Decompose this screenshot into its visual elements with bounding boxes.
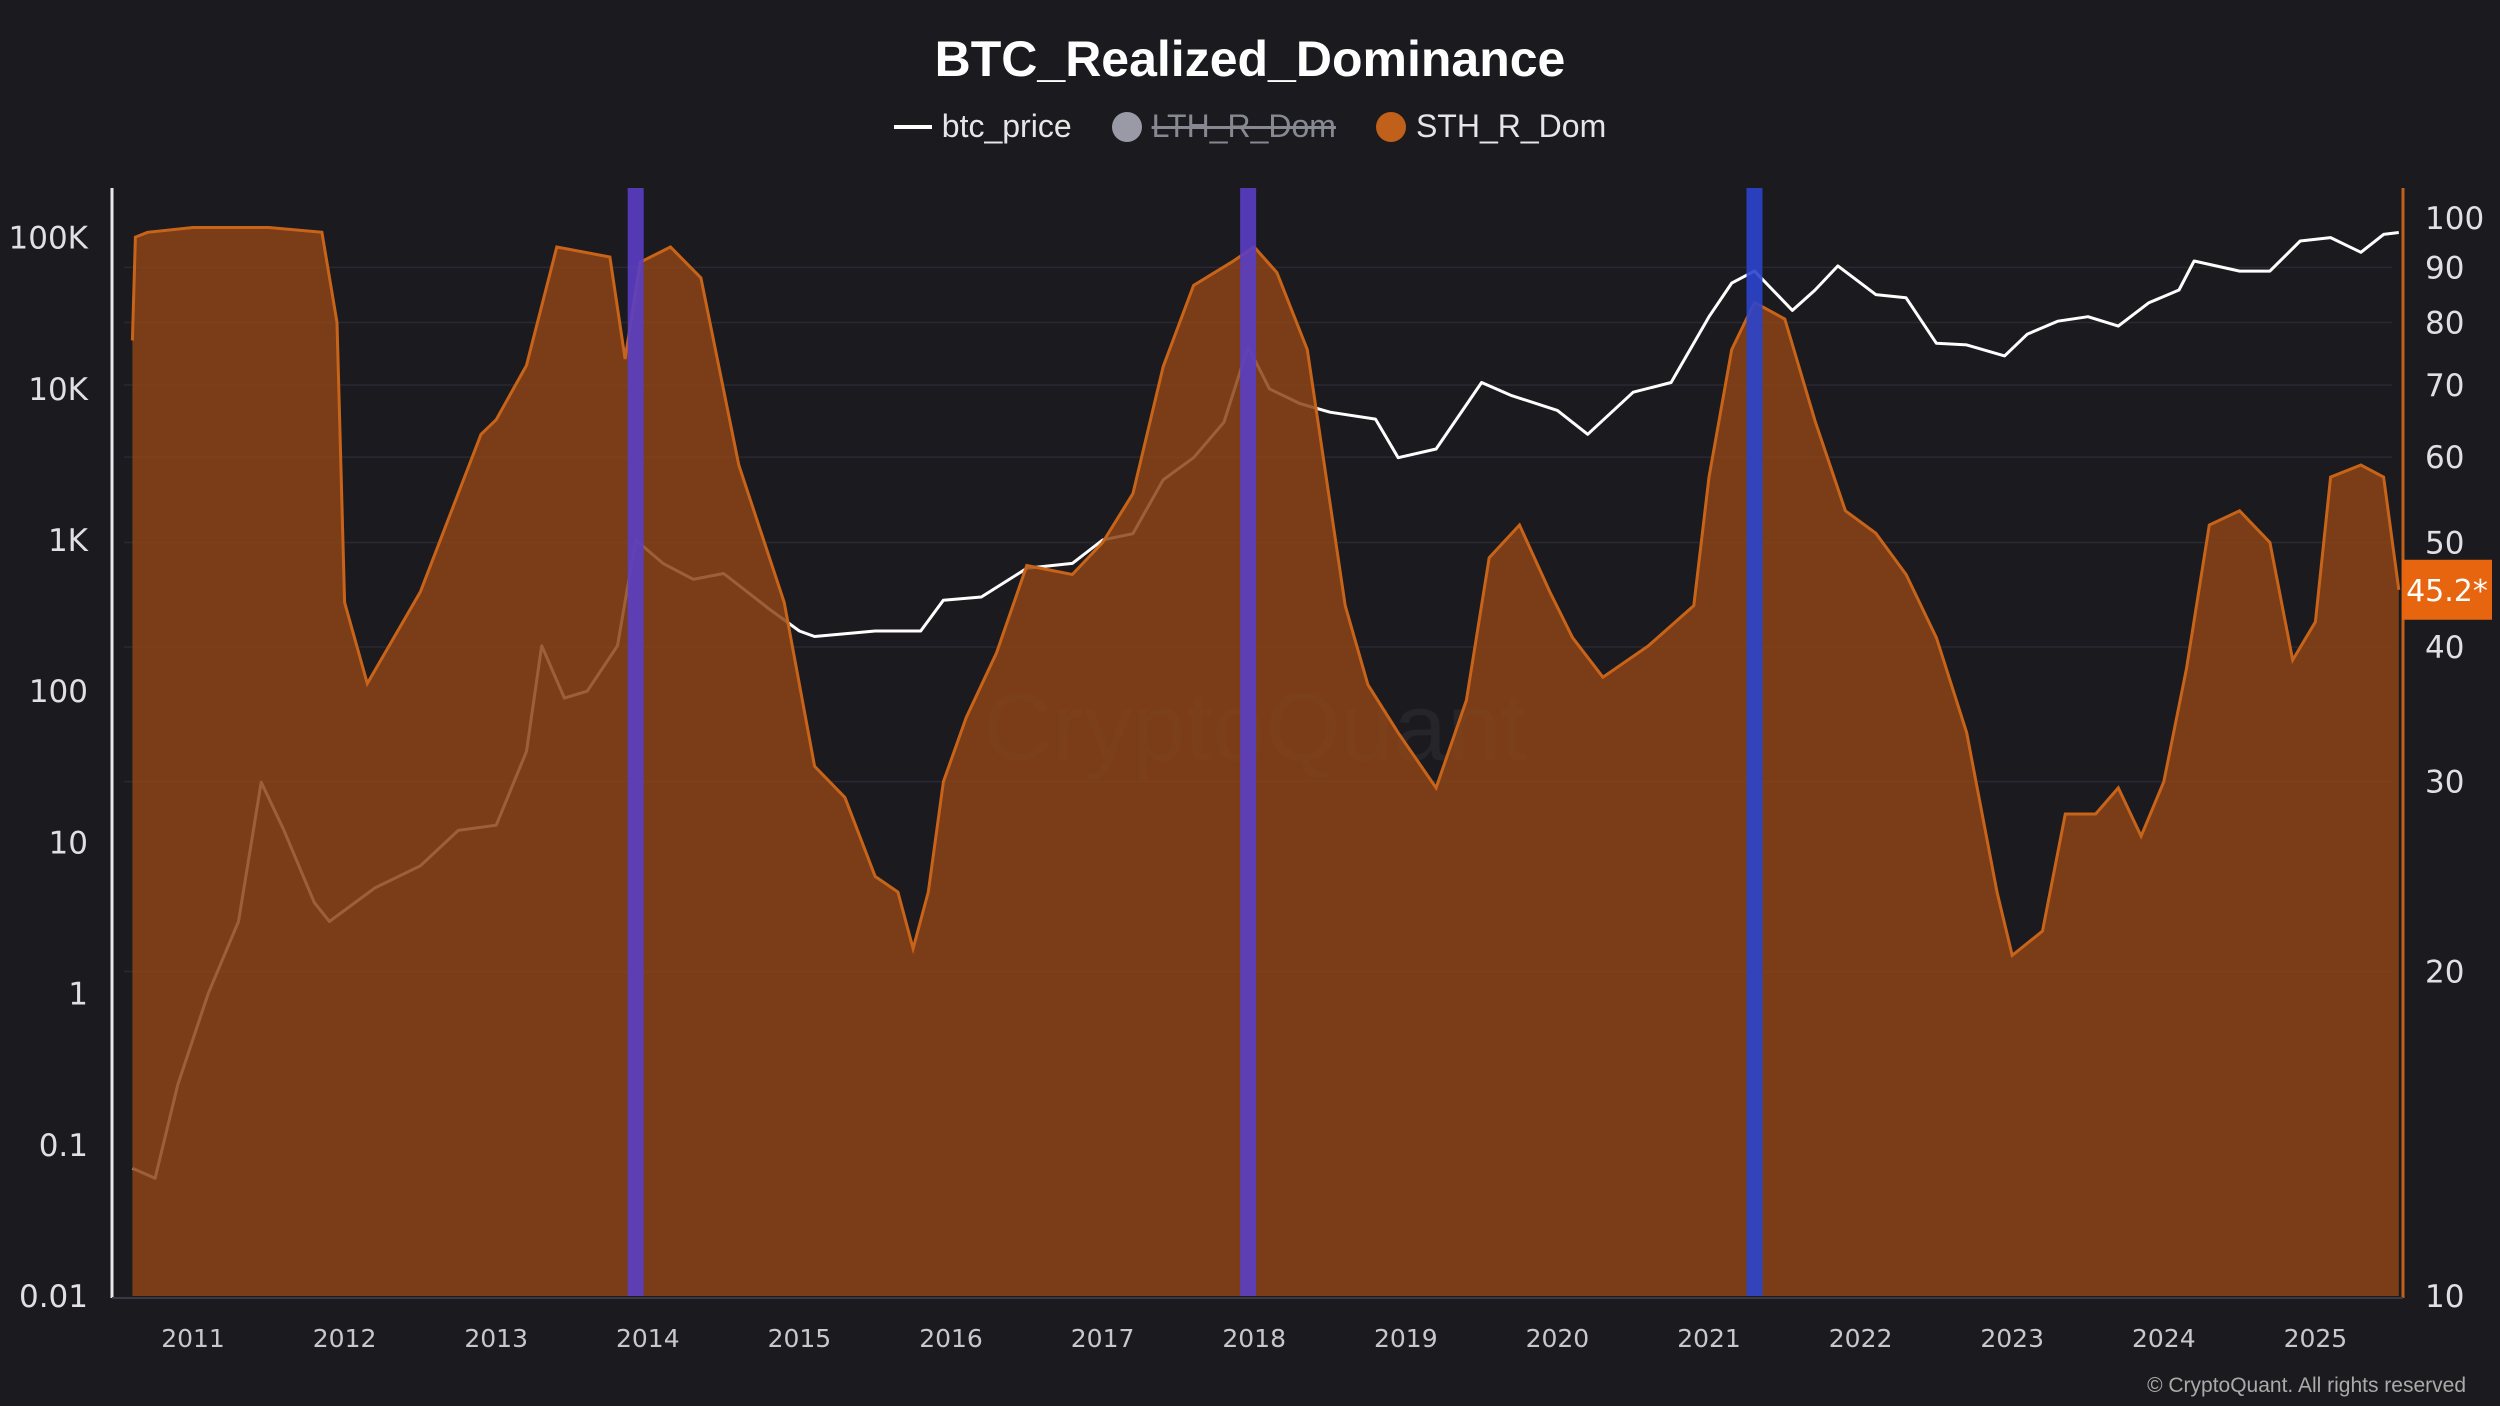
right-axis-tick-label: 70 [2425, 368, 2464, 404]
x-axis-tick-label: 2016 [919, 1324, 983, 1353]
x-axis-tick-label: 2012 [313, 1324, 377, 1353]
left-axis-tick-label: 10 [49, 825, 88, 861]
current-value-label: 45.2* [2406, 574, 2488, 609]
left-axis-tick-label: 100 [29, 674, 88, 710]
x-axis-tick-label: 2017 [1071, 1324, 1135, 1353]
legend-label: LTH_R_Dom [1151, 108, 1336, 144]
right-axis-tick-label: 60 [2425, 440, 2464, 476]
sth-r-dom-line [130, 226, 2401, 959]
legend-item-btc-price[interactable]: btc_price [893, 108, 1072, 145]
axes: 10 20 30 40 50 60 70 80 90 100 0.01 0.1 1 10 100 1K 10K 1… [9, 188, 2492, 1353]
right-axis-tick-label: 100 [2425, 201, 2484, 237]
x-axis-tick-label: 2025 [2284, 1324, 2348, 1353]
highlight-bands [627, 188, 1763, 1296]
left-axis-tick-label: 100K [9, 221, 89, 257]
x-axis-tick-label: 2014 [616, 1324, 680, 1353]
right-axis-tick-label: 40 [2425, 630, 2464, 666]
x-axis-tick-label: 2022 [1829, 1324, 1893, 1353]
x-axis-tick-label: 2011 [161, 1324, 225, 1353]
line-marker-icon [893, 124, 932, 129]
highlight-band [1240, 188, 1257, 1296]
legend-label: btc_price [941, 108, 1072, 144]
left-axis-tick-label: 1K [48, 523, 89, 559]
highlight-band [1746, 188, 1763, 1296]
right-axis-tick-label: 50 [2425, 526, 2464, 562]
x-axis-tick-label: 2019 [1374, 1324, 1438, 1353]
sth-r-dom-area [132, 227, 2399, 1296]
dot-marker-icon [1375, 111, 1406, 142]
x-axis-tick-label: 2018 [1222, 1324, 1286, 1353]
current-value-badge [2402, 559, 2492, 620]
dot-marker-icon [1111, 111, 1142, 142]
highlight-band [627, 188, 644, 1296]
chart-title: BTC_Realized_Dominance [934, 31, 1566, 87]
x-axis-tick-label: 2024 [2132, 1324, 2196, 1353]
right-axis-tick-label: 80 [2425, 305, 2464, 341]
copyright-footer: © CryptoQuant. All rights reserved [2147, 1374, 2466, 1397]
sth-r-dom-series [130, 226, 2401, 1296]
left-axis-tick-label: 0.1 [39, 1128, 88, 1164]
x-axis-tick-label: 2013 [464, 1324, 528, 1353]
right-axis-tick-label: 90 [2425, 250, 2464, 286]
left-axis-tick-label: 0.01 [19, 1279, 88, 1315]
x-axis-tick-label: 2020 [1526, 1324, 1590, 1353]
legend: btc_price LTH_R_Dom STH_R_Dom [0, 108, 2500, 145]
x-axis-tick-label: 2021 [1677, 1324, 1741, 1353]
legend-label: STH_R_Dom [1415, 108, 1607, 144]
left-axis-tick-label: 10K [28, 372, 88, 408]
right-axis-tick-label: 20 [2425, 954, 2464, 990]
right-axis-tick-label: 30 [2425, 765, 2464, 801]
legend-item-lth-r-dom[interactable]: LTH_R_Dom [1111, 108, 1336, 145]
left-axis-tick-label: 1 [68, 977, 88, 1013]
x-axis-tick-label: 2023 [1980, 1324, 2044, 1353]
right-axis-tick-label: 10 [2425, 1279, 2464, 1315]
legend-item-sth-r-dom[interactable]: STH_R_Dom [1375, 108, 1607, 145]
x-axis-tick-label: 2015 [768, 1324, 832, 1353]
